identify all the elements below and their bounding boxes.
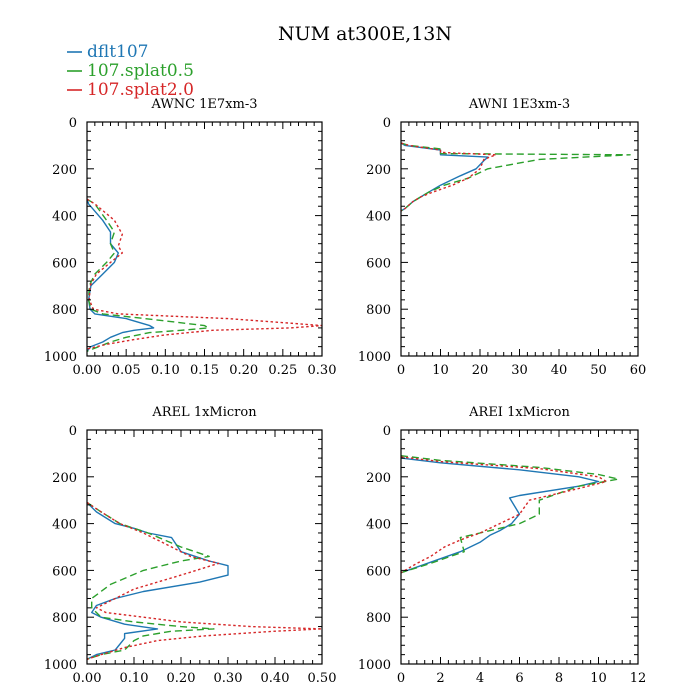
- y-tick-label: 0: [383, 424, 391, 439]
- panel-4-frame: [400, 429, 639, 665]
- x-tick-label: 0.25: [268, 363, 297, 378]
- legend-label-2: 107.splat2.0: [87, 80, 194, 100]
- panel-4-series-107-splat2-0: [401, 456, 608, 574]
- y-tick-label: 200: [366, 163, 391, 178]
- x-tick-label: 0.20: [167, 671, 196, 686]
- y-tick-label: 200: [366, 471, 391, 486]
- x-tick-label: 0.50: [308, 671, 337, 686]
- y-tick-label: 600: [366, 256, 391, 271]
- panel-1-frame: [86, 121, 323, 357]
- x-tick-label: 0.20: [229, 363, 258, 378]
- y-tick-label: 400: [52, 210, 77, 225]
- y-tick-label: 0: [69, 116, 77, 131]
- y-tick-label: 0: [383, 116, 391, 131]
- legend-label-1: 107.splat0.5: [87, 61, 194, 81]
- figure-title: NUM at300E,13N: [278, 23, 452, 45]
- x-tick-label: 0.05: [112, 363, 141, 378]
- y-tick-label: 1000: [358, 350, 391, 365]
- y-tick-label: 1000: [44, 350, 77, 365]
- panel-1-series-107-splat0-5: [87, 198, 210, 352]
- panel-2-series-107-splat2-0: [401, 142, 497, 212]
- panel-1-title: AWNC 1E7xm-3: [150, 97, 257, 112]
- y-tick-label: 1000: [44, 658, 77, 673]
- y-tick-label: 600: [52, 564, 77, 579]
- x-tick-label: 60: [630, 363, 647, 378]
- panel-4: AREI 1xMicron 0 2 4 6 8 10 12 0 200 400 600 800 1000: [358, 405, 646, 686]
- x-tick-label: 10: [432, 363, 449, 378]
- x-tick-label: 20: [472, 363, 489, 378]
- y-tick-label: 200: [52, 471, 77, 486]
- panel-1-series-dflt107: [87, 198, 155, 352]
- y-tick-label: 800: [52, 611, 77, 626]
- x-tick-label: 10: [590, 671, 607, 686]
- x-tick-label: 0.40: [261, 671, 290, 686]
- panel-1: AWNC 1E7xm-3 0.00 0.05 0.10 0.15 0.20 0.25 0.30…: [44, 97, 337, 378]
- x-tick-label: 30: [511, 363, 528, 378]
- panel-3-series-107-splat2-0: [87, 501, 322, 660]
- y-tick-label: 400: [366, 518, 391, 533]
- x-tick-label: 8: [555, 671, 563, 686]
- panel-4-title: AREI 1xMicron: [468, 405, 570, 420]
- panel-3-frame: [86, 429, 323, 665]
- y-tick-label: 600: [52, 256, 77, 271]
- y-tick-label: 400: [366, 210, 391, 225]
- y-tick-label: 400: [52, 518, 77, 533]
- panel-2-frame: [400, 121, 639, 357]
- y-tick-label: 0: [69, 424, 77, 439]
- panel-4-series-dflt107: [401, 457, 600, 574]
- panel-1-series-107-splat2-0: [87, 198, 322, 350]
- x-tick-label: 0: [397, 363, 405, 378]
- x-tick-label: 12: [630, 671, 647, 686]
- panel-2: AWNI 1E3xm-30 10 20 30 40 50 60020040060080010…: [358, 97, 646, 378]
- x-tick-label: 0.00: [73, 363, 102, 378]
- x-tick-label: 40: [551, 363, 568, 378]
- y-tick-label: 600: [366, 564, 391, 579]
- x-tick-label: 0.30: [308, 363, 337, 378]
- panels: AWNC 1E7xm-3 0.00 0.05 0.10 0.15 0.20 0.25 0.30…: [44, 97, 646, 686]
- panel-3: AREL 1xMicron 0.00 0.10 0.20 0.30 0.40 0.50 0 20…: [44, 405, 337, 686]
- x-tick-label: 2: [436, 671, 444, 686]
- panel-3-series-dflt107: [87, 502, 229, 660]
- x-tick-label: 0.10: [151, 363, 180, 378]
- y-tick-label: 200: [52, 163, 77, 178]
- y-tick-label: 800: [52, 303, 77, 318]
- legend-label-0: dflt107: [87, 42, 149, 62]
- panel-2-title: AWNI 1E3xm-3: [468, 97, 570, 112]
- panel-4-series-107-splat0-5: [401, 455, 619, 574]
- x-tick-label: 4: [476, 671, 484, 686]
- x-tick-label: 0.10: [120, 671, 149, 686]
- x-tick-label: 0: [397, 671, 405, 686]
- x-tick-label: 0.00: [73, 671, 102, 686]
- panel-2-series-107-splat0-5: [401, 142, 631, 212]
- x-tick-label: 0.30: [214, 671, 243, 686]
- x-tick-label: 6: [515, 671, 523, 686]
- y-tick-label: 800: [366, 303, 391, 318]
- x-tick-label: 0.15: [190, 363, 219, 378]
- x-tick-label: 50: [590, 363, 607, 378]
- panel-3-title: AREL 1xMicron: [151, 405, 257, 420]
- y-tick-label: 1000: [358, 658, 391, 673]
- y-tick-label: 800: [366, 611, 391, 626]
- panel-3-series-107-splat0-5: [87, 501, 215, 660]
